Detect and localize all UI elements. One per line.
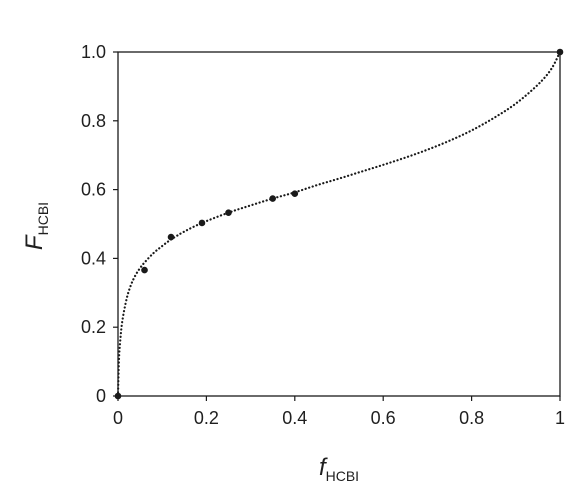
y-tick-label-4: 0.8 [81,111,106,131]
data-point-4 [225,209,232,216]
x-tick-label-1: 0.2 [194,408,219,428]
axis-ticks-layer: 0 0.2 0.4 0.6 0.8 1 0 0.2 0.4 0.6 0.8 1.0 [81,42,565,428]
x-tick-label-2: 0.4 [282,408,307,428]
data-points-layer [114,48,564,400]
y-axis-label-subscript: HCBI [35,202,51,235]
x-axis-label-main: f [319,454,328,481]
y-tick-label-5: 1.0 [81,42,106,62]
y-axis-label-main: F [21,234,48,250]
y-tick-label-3: 0.6 [81,180,106,200]
x-axis-label: fHCBI [319,454,359,484]
y-tick-label-1: 0.2 [81,317,106,337]
data-point-2 [167,233,175,241]
data-point-3 [198,219,206,227]
data-point-1 [141,266,148,274]
fit-curve-line-1 [116,50,562,398]
data-point-7 [556,48,564,56]
plot-frame [117,51,561,397]
y-axis-label: FHCBI [21,202,51,250]
data-point-6 [291,190,299,198]
y-tick-label-0: 0 [96,386,106,406]
fit-curve-layer [116,50,562,398]
x-axis-label-subscript: HCBI [326,468,359,484]
x-tick-label-0: 0 [113,408,123,428]
y-tick-label-2: 0.4 [81,248,106,268]
x-tick-label-4: 0.8 [459,408,484,428]
x-tick-label-5: 1 [555,408,565,428]
data-point-5 [269,195,277,202]
x-tick-label-3: 0.6 [371,408,396,428]
plot-area-border [117,51,561,397]
